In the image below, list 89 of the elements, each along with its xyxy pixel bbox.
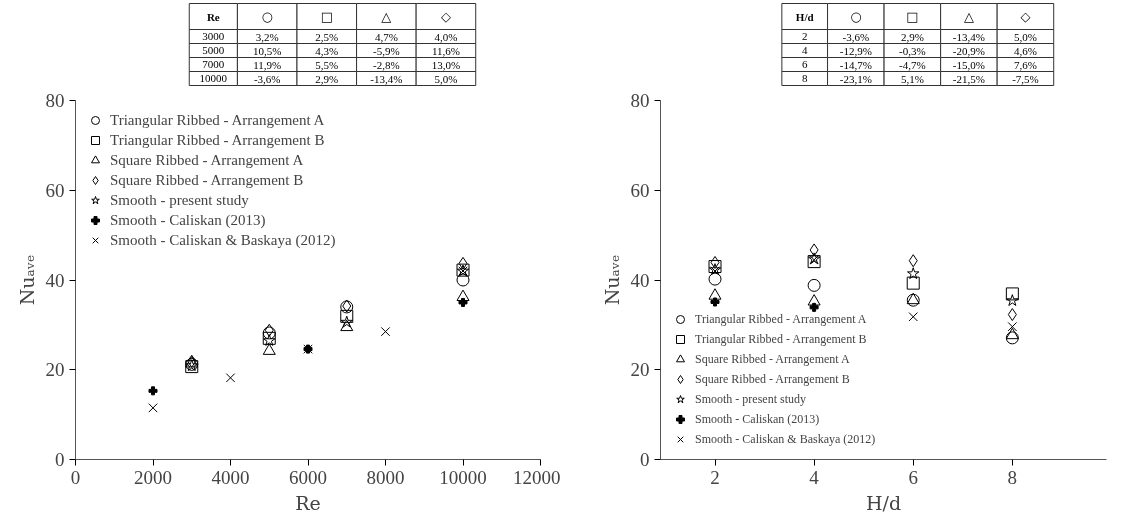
text: 5,5% bbox=[315, 58, 339, 71]
legend-label: Square Ribbed - Arrangement A bbox=[110, 150, 304, 170]
text: -21,5% bbox=[952, 72, 985, 85]
legend-label: Triangular Ribbed - Arrangement B bbox=[110, 130, 325, 150]
x-tick-label: 8 bbox=[1007, 466, 1018, 488]
category-label: ◇ bbox=[440, 9, 451, 24]
legend-label: Smooth - Caliskan & Baskaya (2012) bbox=[695, 430, 876, 448]
text: -23,1% bbox=[839, 72, 872, 85]
x-tick-label: 4 bbox=[809, 466, 820, 488]
y-tick-label: 40 bbox=[630, 269, 650, 291]
y-tick-label: 60 bbox=[45, 179, 65, 201]
y-tick-label: 0 bbox=[640, 449, 650, 470]
text: 4,3% bbox=[315, 44, 339, 57]
x-tick-label: 10000 bbox=[439, 466, 487, 488]
text: -14,7% bbox=[839, 58, 872, 71]
text: 4,6% bbox=[1013, 44, 1037, 57]
text: -5,9% bbox=[373, 44, 400, 57]
category-label: Re bbox=[206, 10, 220, 23]
y-tick-label: 80 bbox=[45, 90, 65, 111]
text: 3,2% bbox=[255, 30, 279, 43]
category-label: ○ bbox=[850, 9, 862, 24]
text: -12,9% bbox=[839, 44, 872, 57]
legend-label: Triangular Ribbed - Arrangement B bbox=[695, 330, 867, 348]
text: -13,4% bbox=[370, 72, 403, 85]
text: 13,0% bbox=[431, 58, 461, 71]
category-label: □ bbox=[906, 9, 919, 24]
text: -15,0% bbox=[952, 58, 985, 71]
y-tick-label: 40 bbox=[45, 269, 65, 291]
text: -7,5% bbox=[1012, 72, 1039, 85]
x-tick-label: 6 bbox=[908, 466, 918, 488]
x-axis-title: Re bbox=[295, 491, 321, 514]
text: 4 bbox=[801, 44, 808, 56]
y-tick-label: 20 bbox=[45, 359, 65, 381]
text: 6 bbox=[801, 58, 808, 70]
text: -4,7% bbox=[899, 58, 926, 71]
text: -20,9% bbox=[952, 44, 985, 57]
y-axis-title: Nuₐᵥₑ bbox=[15, 254, 38, 306]
text: 5,1% bbox=[900, 72, 924, 85]
category-label: H/d bbox=[795, 10, 814, 23]
legend-label: Smooth - Caliskan (2013) bbox=[695, 410, 820, 428]
text: 5,0% bbox=[1013, 30, 1037, 43]
text: 2,9% bbox=[315, 72, 339, 85]
legend-label: Smooth - Caliskan (2013) bbox=[110, 210, 266, 230]
category-label: △ bbox=[381, 9, 392, 24]
legend-label: Square Ribbed - Arrangement B bbox=[695, 370, 850, 388]
x-tick-label: 2000 bbox=[134, 466, 172, 488]
y-tick-label: 80 bbox=[630, 90, 650, 111]
category-label: ◇ bbox=[1020, 9, 1031, 24]
legend-label: Triangular Ribbed - Arrangement A bbox=[695, 310, 867, 328]
text: 3000 bbox=[202, 30, 225, 42]
text: 2 bbox=[801, 30, 808, 42]
x-tick-label: 8000 bbox=[366, 466, 405, 488]
legend-label: Square Ribbed - Arrangement A bbox=[695, 350, 850, 368]
category-label: □ bbox=[320, 9, 333, 24]
x-tick-label: 4000 bbox=[211, 466, 250, 488]
text: 2,5% bbox=[315, 30, 339, 43]
text: 7,6% bbox=[1013, 58, 1037, 71]
legend-label: Triangular Ribbed - Arrangement A bbox=[110, 110, 325, 130]
text: -13,4% bbox=[952, 30, 985, 43]
y-axis-title: Nuₐᵥₑ bbox=[600, 254, 623, 306]
legend-label: Smooth - present study bbox=[695, 390, 806, 408]
text: 8 bbox=[801, 72, 808, 84]
text: -3,6% bbox=[842, 30, 870, 43]
legend-label: Smooth - present study bbox=[110, 190, 249, 210]
category-label: △ bbox=[963, 9, 974, 24]
text: -0,3% bbox=[899, 44, 926, 57]
y-tick-label: 20 bbox=[630, 359, 650, 381]
text: 11,9% bbox=[253, 58, 282, 71]
x-tick-label: 12000 bbox=[513, 466, 561, 488]
text: -2,8% bbox=[373, 58, 400, 71]
y-tick-label: 0 bbox=[55, 449, 65, 470]
x-tick-label: 2 bbox=[710, 466, 720, 488]
text: 10000 bbox=[199, 72, 228, 84]
text: 11,6% bbox=[431, 44, 460, 57]
legend-label: Square Ribbed - Arrangement B bbox=[110, 170, 304, 190]
x-tick-label: 0 bbox=[70, 466, 81, 488]
text: 5,0% bbox=[434, 72, 458, 85]
text: 5000 bbox=[202, 44, 225, 56]
text: -3,6% bbox=[253, 72, 281, 85]
text: 7000 bbox=[202, 58, 225, 70]
y-tick-label: 60 bbox=[630, 179, 650, 201]
text: 10,5% bbox=[253, 44, 282, 57]
text: 4,7% bbox=[374, 30, 398, 43]
text: 2,9% bbox=[900, 30, 924, 43]
legend-label: Smooth - Caliskan & Baskaya (2012) bbox=[110, 230, 336, 250]
x-axis-title: H/d bbox=[865, 491, 902, 514]
category-label: ○ bbox=[261, 9, 273, 24]
x-tick-label: 6000 bbox=[289, 466, 327, 488]
text: 4,0% bbox=[434, 30, 458, 43]
